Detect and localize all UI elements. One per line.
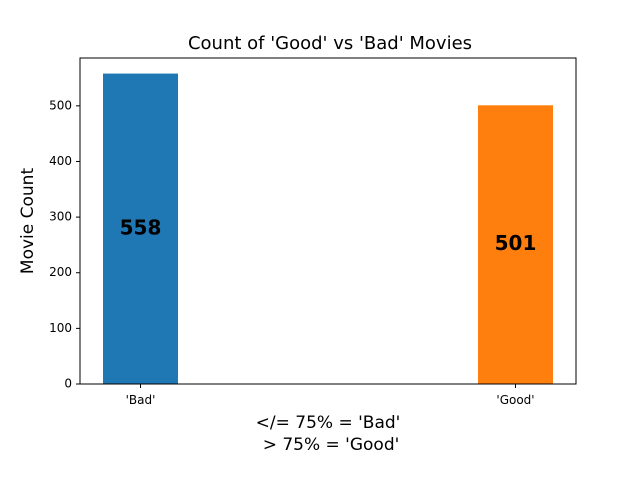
y-tick-label-0: 0 [64,377,72,391]
bar-value-label-0: 558 [120,215,162,239]
y-tick-label-3: 300 [49,210,72,224]
x-tick-label-0: 'Bad' [126,393,156,407]
chart-title: Count of 'Good' vs 'Bad' Movies [188,33,472,54]
y-axis: 0 100 200 300 400 500 [49,98,80,391]
bar-0 [103,73,178,385]
y-axis-label: Movie Count [18,168,38,275]
x-axis: 'Bad' 'Good' [126,384,535,407]
plot-frame [79,57,577,385]
x-tick-label-1: 'Good' [496,393,534,407]
y-tick-label-1: 100 [49,321,72,335]
y-tick-label-5: 500 [49,98,72,112]
bar-value-label-1: 501 [495,231,537,255]
bar-1 [478,105,553,385]
x-axis-label-line-1: </= 75% = 'Bad' [256,413,401,433]
x-axis-label-line-2: > 75% = 'Good' [263,435,400,455]
y-tick-label-4: 400 [49,154,72,168]
bars-layer: 558 501 [103,73,553,385]
y-tick-label-2: 200 [49,265,72,279]
